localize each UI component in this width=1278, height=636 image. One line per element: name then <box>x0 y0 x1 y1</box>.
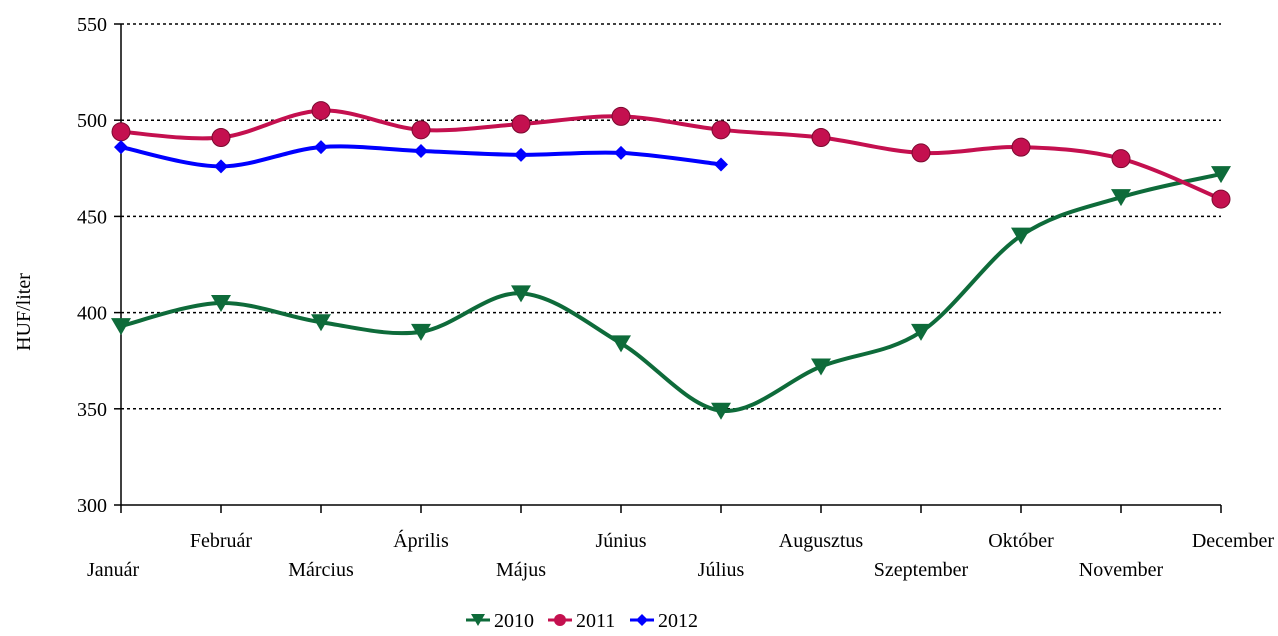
y-tick-labels: 300 350 400 450 500 550 <box>77 14 107 517</box>
data-point-2011 <box>911 143 931 163</box>
y-tick-label: 500 <box>77 110 107 132</box>
data-point-2011 <box>1111 149 1131 169</box>
y-tick-label: 300 <box>77 495 107 517</box>
data-point-2012 <box>214 159 228 174</box>
legend-marker <box>554 614 566 626</box>
legend-item-2012: 2012 <box>630 610 698 632</box>
data-point-2011 <box>511 114 531 134</box>
data-point-2011 <box>1211 189 1231 209</box>
axes <box>114 23 1222 513</box>
data-point-2011 <box>411 120 431 140</box>
x-tick-label: Március <box>288 559 354 581</box>
series-2011 <box>111 101 1231 209</box>
data-point-2010 <box>111 318 131 336</box>
data-point-2012 <box>114 140 128 155</box>
y-tick-label: 550 <box>77 14 107 36</box>
y-tick-label: 450 <box>77 206 107 228</box>
data-point-2010 <box>311 314 331 332</box>
series-line-2010 <box>120 172 1222 413</box>
data-point-2010 <box>1011 227 1031 245</box>
x-tick-label: Január <box>87 559 140 581</box>
data-point-2010 <box>411 323 431 341</box>
x-tick-label: December <box>1192 530 1275 552</box>
data-point-2010 <box>811 358 831 376</box>
legend-item-2010: 2010 <box>466 610 534 632</box>
y-tick-label: 400 <box>77 303 107 325</box>
data-point-2012 <box>714 157 728 172</box>
data-point-2011 <box>1011 137 1031 157</box>
x-tick-label: Augusztus <box>779 530 864 552</box>
data-point-2011 <box>311 101 331 121</box>
data-point-2012 <box>414 143 428 158</box>
data-point-2010 <box>511 285 531 303</box>
legend-label: 2012 <box>658 610 698 632</box>
x-tick-label: Július <box>698 559 745 581</box>
data-point-2011 <box>111 122 131 142</box>
data-point-2010 <box>211 294 231 312</box>
legend: 2010 2011 2012 <box>466 610 698 632</box>
data-point-2012 <box>314 140 328 155</box>
y-axis-title: HUF/liter <box>13 273 35 351</box>
data-point-2011 <box>811 128 831 148</box>
data-point-2010 <box>1111 189 1131 207</box>
data-point-2011 <box>211 128 231 148</box>
data-point-2010 <box>1211 166 1231 184</box>
x-tick-label: Június <box>595 530 646 552</box>
x-tick-label: Április <box>393 529 449 552</box>
legend-label: 2011 <box>576 610 615 632</box>
series-line-2011 <box>120 108 1222 201</box>
data-point-2011 <box>611 106 631 126</box>
x-tick-label: Február <box>190 530 253 552</box>
series-layer <box>111 101 1231 420</box>
x-tick-label: Szeptember <box>874 559 969 581</box>
x-tick-labels: Január Február Március Április Május Június Jú… <box>87 529 1274 581</box>
x-tick-label: Május <box>496 559 546 581</box>
data-point-2010 <box>911 323 931 341</box>
legend-marker <box>636 614 648 626</box>
data-point-2012 <box>514 147 528 162</box>
series-2010 <box>111 166 1231 420</box>
legend-item-2011: 2011 <box>548 610 615 632</box>
data-point-2010 <box>711 402 731 420</box>
series-2012 <box>114 140 728 174</box>
data-point-2010 <box>611 335 631 353</box>
legend-marker <box>471 614 485 626</box>
y-tick-label: 350 <box>77 399 107 421</box>
data-point-2011 <box>711 120 731 140</box>
legend-label: 2010 <box>494 610 534 632</box>
x-tick-label: Október <box>988 530 1054 552</box>
data-point-2012 <box>614 145 628 160</box>
x-tick-label: November <box>1079 559 1164 581</box>
